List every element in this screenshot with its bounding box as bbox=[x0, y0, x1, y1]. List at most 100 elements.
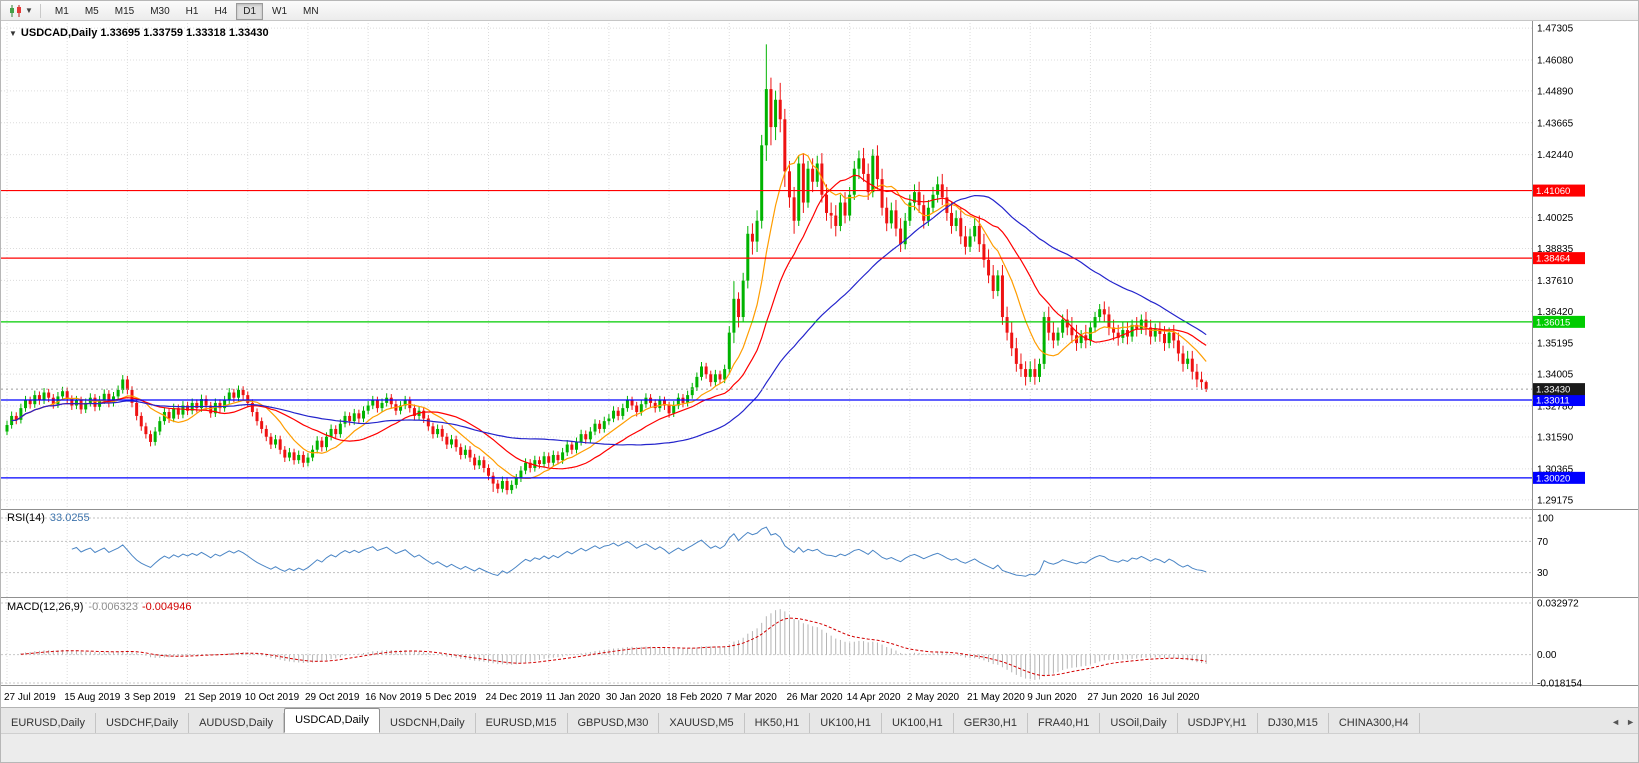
macd-level-label: 0.00 bbox=[1537, 650, 1557, 661]
tab-xauusd-m5[interactable]: XAUUSD,M5 bbox=[659, 713, 745, 733]
price-tick-label: 1.44890 bbox=[1537, 86, 1574, 97]
macd-level-label: -0.018154 bbox=[1537, 679, 1582, 690]
candle-body bbox=[65, 391, 69, 400]
candle-body bbox=[662, 400, 666, 406]
price-tick-label: 1.42440 bbox=[1537, 150, 1574, 161]
timeframe-button-mn[interactable]: MN bbox=[296, 3, 326, 20]
candle-body bbox=[1190, 358, 1194, 372]
tab-usdcad-daily[interactable]: USDCAD,Daily bbox=[284, 708, 381, 733]
timeframe-button-d1[interactable]: D1 bbox=[236, 3, 264, 20]
chart-area[interactable]: 1.47305 1.46080 1.44890 1.43665 1.42440 1.400… bbox=[1, 21, 1639, 707]
candle-body bbox=[713, 374, 717, 383]
candle-body bbox=[306, 457, 310, 463]
timeframe-button-m30[interactable]: M30 bbox=[143, 3, 176, 20]
tab-eurusd-daily[interactable]: EURUSD,Daily bbox=[1, 713, 96, 733]
tab-ger30-h1[interactable]: GER30,H1 bbox=[953, 713, 1028, 733]
candle-body bbox=[1135, 324, 1139, 329]
candle-body bbox=[172, 408, 176, 419]
timeframe-button-m15[interactable]: M15 bbox=[108, 3, 141, 20]
tab-usdjpy-h1[interactable]: USDJPY,H1 bbox=[1177, 713, 1258, 733]
ohlc-values: 1.33695 1.33759 1.33318 1.33430 bbox=[100, 27, 269, 39]
candle-body bbox=[547, 456, 551, 463]
candle-body bbox=[709, 374, 713, 383]
candle-body bbox=[755, 220, 759, 242]
candle-body bbox=[459, 447, 463, 455]
price-tick-label: 1.32780 bbox=[1537, 402, 1574, 413]
candle-body bbox=[51, 397, 55, 405]
price-tag-label: 1.36015 bbox=[1536, 317, 1570, 328]
candle-body bbox=[403, 400, 407, 406]
tab-gbpusd-m30[interactable]: GBPUSD,M30 bbox=[567, 713, 660, 733]
candle-body bbox=[639, 404, 643, 413]
candle-body bbox=[1172, 332, 1176, 341]
candle-body bbox=[223, 400, 227, 409]
price-tag-label: 1.33430 bbox=[1536, 385, 1570, 396]
candle-body bbox=[237, 389, 240, 398]
tab-china300-h4[interactable]: CHINA300,H4 bbox=[1328, 713, 1420, 733]
candle-body bbox=[950, 212, 954, 226]
candle-body bbox=[1176, 340, 1180, 354]
tab-uk100-h1[interactable]: UK100,H1 bbox=[882, 713, 954, 733]
chart-mini-icon: ▼ bbox=[9, 29, 17, 38]
macd-label: MACD(12,26,9) bbox=[7, 601, 84, 613]
candle-body bbox=[213, 402, 217, 414]
candle-body bbox=[70, 399, 74, 406]
candle-body bbox=[533, 460, 537, 468]
candle-body bbox=[24, 400, 28, 409]
chart-canvas[interactable]: 1.47305 1.46080 1.44890 1.43665 1.42440 1.400… bbox=[1, 21, 1639, 707]
candle-body bbox=[487, 467, 491, 476]
candle-body bbox=[700, 366, 703, 377]
candle-body bbox=[686, 395, 690, 403]
candle-body bbox=[912, 192, 916, 203]
candle-body bbox=[760, 145, 764, 221]
candle-body bbox=[371, 400, 375, 406]
timeframe-button-h4[interactable]: H4 bbox=[207, 3, 234, 20]
tab-audusd-daily[interactable]: AUDUSD,Daily bbox=[189, 713, 285, 733]
date-label: 14 Apr 2020 bbox=[847, 692, 901, 703]
date-label: 3 Sep 2019 bbox=[124, 692, 176, 703]
candle-body bbox=[1005, 317, 1009, 333]
tab-uk100-h1[interactable]: UK100,H1 bbox=[810, 713, 883, 733]
candle-body bbox=[797, 163, 801, 221]
chart-type-button[interactable]: ▼ bbox=[5, 3, 37, 19]
candle-body bbox=[496, 483, 500, 489]
candle-body bbox=[718, 374, 722, 380]
candle-body bbox=[287, 452, 291, 458]
tab-usdchf-daily[interactable]: USDCHF,Daily bbox=[95, 713, 190, 733]
rsi-level-label: 70 bbox=[1537, 537, 1549, 548]
tabs-scroll-left-button[interactable]: ◄ bbox=[1611, 717, 1621, 727]
tabs-scroll-right-button[interactable]: ► bbox=[1626, 717, 1635, 727]
candle-body bbox=[389, 397, 393, 405]
timeframe-button-h1[interactable]: H1 bbox=[179, 3, 206, 20]
timeframe-button-m5[interactable]: M5 bbox=[78, 3, 106, 20]
tab-usoil-daily[interactable]: USOil,Daily bbox=[1100, 713, 1178, 733]
timeframe-buttons: M1 M5 M15 M30 H1 H4 D1 W1 MN bbox=[47, 1, 327, 20]
timeframe-button-m1[interactable]: M1 bbox=[48, 3, 76, 20]
candle-body bbox=[5, 425, 9, 432]
tab-eurusd-m15[interactable]: EURUSD,M15 bbox=[475, 713, 568, 733]
candle-body bbox=[792, 197, 796, 221]
candle-body bbox=[1102, 309, 1106, 315]
price-tag bbox=[1533, 315, 1585, 328]
candle-body bbox=[1065, 319, 1069, 328]
timeframe-button-w1[interactable]: W1 bbox=[265, 3, 294, 20]
tab-dj30-m15[interactable]: DJ30,M15 bbox=[1257, 713, 1329, 733]
tab-usdcnh-daily[interactable]: USDCNH,Daily bbox=[380, 713, 476, 733]
candle-body bbox=[607, 418, 611, 422]
tab-fra40-h1[interactable]: FRA40,H1 bbox=[1027, 713, 1101, 733]
candle-body bbox=[348, 415, 352, 422]
chart-background bbox=[1, 21, 1638, 707]
candle-body bbox=[1186, 358, 1190, 364]
candle-body bbox=[195, 402, 199, 409]
candle-body bbox=[570, 444, 574, 450]
candle-body bbox=[750, 233, 754, 242]
tab-hk50-h1[interactable]: HK50,H1 bbox=[744, 713, 811, 733]
candle-body bbox=[19, 408, 23, 420]
candle-body bbox=[1121, 330, 1125, 338]
price-tag-label: 1.33011 bbox=[1536, 396, 1570, 407]
candle-body bbox=[936, 184, 940, 195]
candle-body bbox=[1070, 327, 1074, 336]
candle-body bbox=[139, 415, 143, 427]
candle-body bbox=[1200, 379, 1204, 383]
candle-body bbox=[274, 439, 278, 445]
